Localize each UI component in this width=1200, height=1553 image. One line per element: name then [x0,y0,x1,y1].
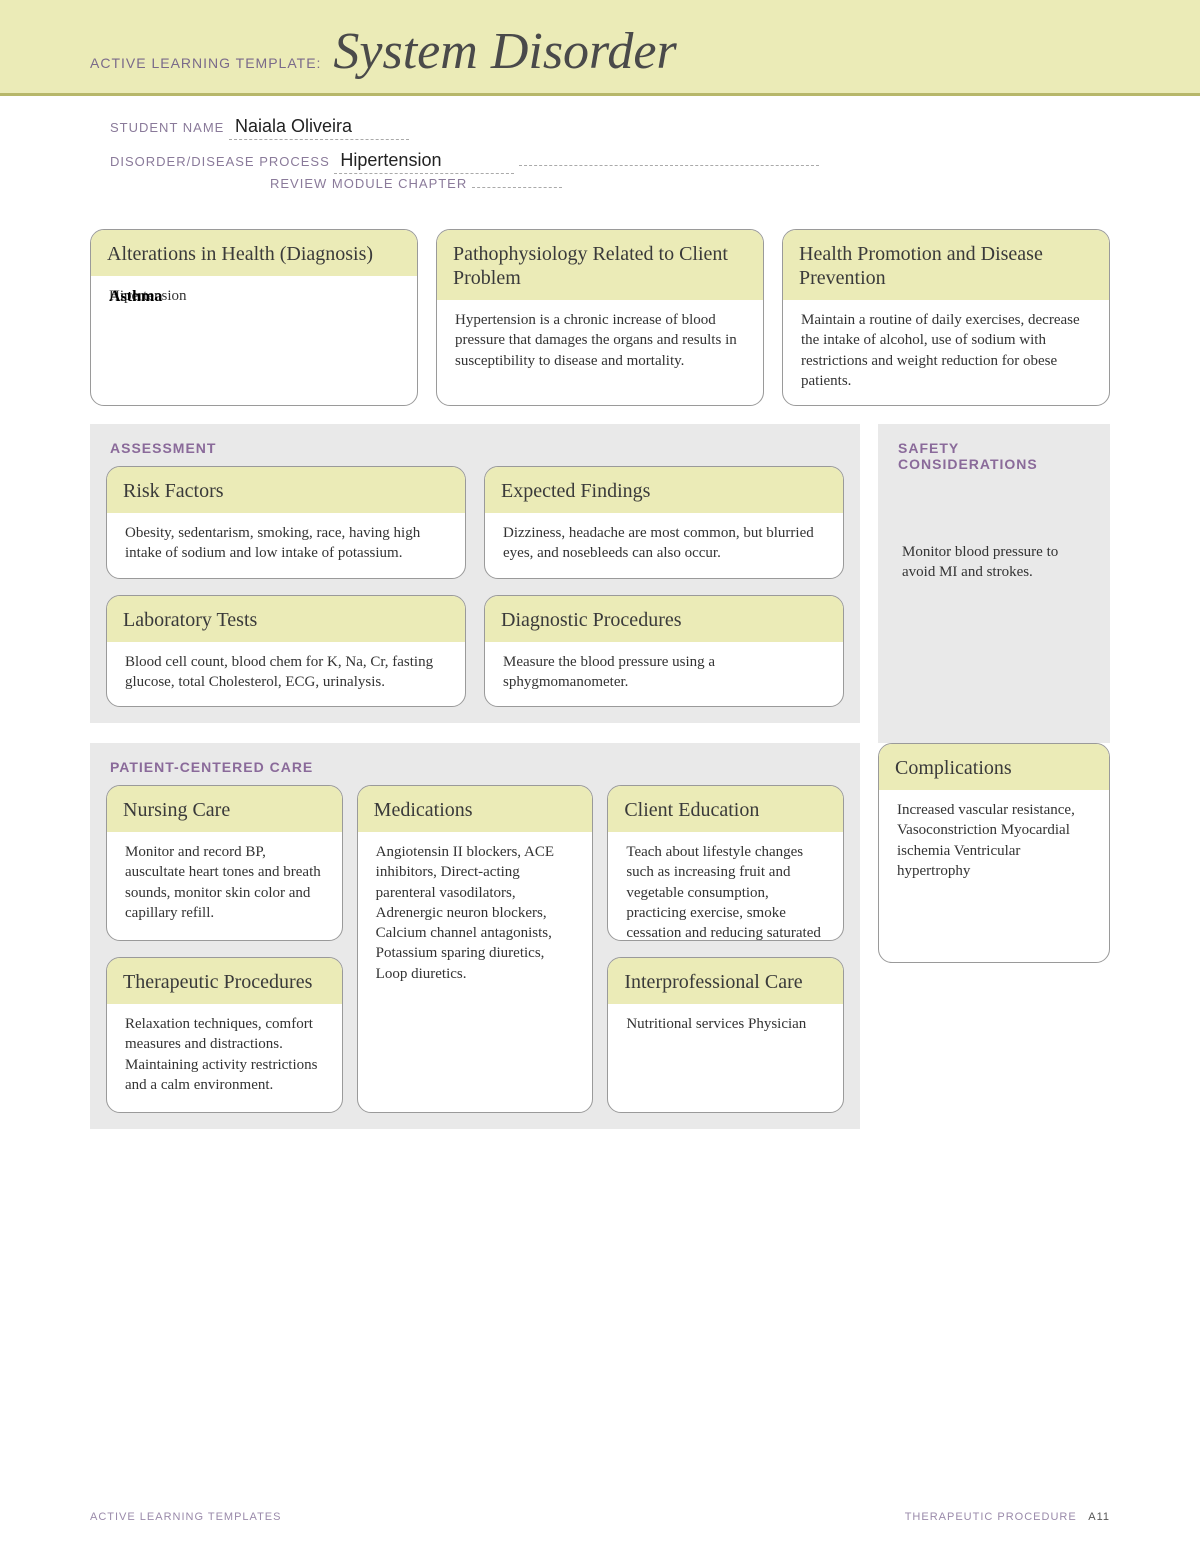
student-value: Naiala Oliveira [229,116,409,140]
safety-block: SAFETY CONSIDERATIONS Monitor blood pres… [878,424,1110,743]
complications-column: Complications Increased vascular resista… [878,743,1110,963]
card-body-nursing: Monitor and record BP, auscultate heart … [107,832,342,940]
card-client-education: Client Education Teach about lifestyle c… [607,785,844,941]
card-body-medications: Angiotensin II blockers, ACE inhibitors,… [358,832,593,1112]
pcc-left: PATIENT-CENTERED CARE Nursing Care Monit… [90,743,860,1149]
disorder-label: DISORDER/DISEASE PROCESS [110,154,330,169]
card-head-nursing: Nursing Care [107,786,342,832]
card-body-promo: Maintain a routine of daily exercises, d… [783,300,1109,405]
footer-right: THERAPEUTIC PROCEDURE A11 [905,1511,1110,1523]
card-complications: Complications Increased vascular resista… [878,743,1110,963]
card-head-findings: Expected Findings [485,467,843,513]
page: ACTIVE LEARNING TEMPLATE: System Disorde… [0,0,1200,1553]
card-head-diagproc: Diagnostic Procedures [485,596,843,642]
header-title: System Disorder [333,22,676,81]
header-band: ACTIVE LEARNING TEMPLATE: System Disorde… [0,0,1200,96]
card-head-labs: Laboratory Tests [107,596,465,642]
card-head-education: Client Education [608,786,843,832]
card-nursing-care: Nursing Care Monitor and record BP, ausc… [106,785,343,941]
pcc-label: PATIENT-CENTERED CARE [110,759,844,775]
card-pathophysiology: Pathophysiology Related to Client Proble… [436,229,764,406]
card-head-risk: Risk Factors [107,467,465,513]
card-lab-tests: Laboratory Tests Blood cell count, blood… [106,595,466,708]
pcc-row: PATIENT-CENTERED CARE Nursing Care Monit… [90,743,1110,1149]
meta-row-student: STUDENT NAME Naiala Oliveira [110,116,1110,140]
meta-section: STUDENT NAME Naiala Oliveira DISORDER/DI… [0,96,1200,211]
card-body-therapeutic: Relaxation techniques, comfort measures … [107,1004,342,1112]
pcc-col-1: Nursing Care Monitor and record BP, ausc… [106,785,343,1113]
pcc-col-3: Client Education Teach about lifestyle c… [607,785,844,1113]
safety-body: Monitor blood pressure to avoid MI and s… [894,482,1094,593]
content: Alterations in Health (Diagnosis) Hipert… [0,211,1200,1149]
assessment-grid: Risk Factors Obesity, sedentarism, smoki… [106,466,844,707]
review-label: REVIEW MODULE CHAPTER [270,176,467,191]
assessment-col-right: Expected Findings Dizziness, headache ar… [484,466,844,707]
assessment-block: ASSESSMENT Risk Factors Obesity, sedenta… [90,424,860,723]
footer-right-label: THERAPEUTIC PROCEDURE [905,1511,1077,1523]
header-prefix: ACTIVE LEARNING TEMPLATE: [90,55,321,71]
student-label: STUDENT NAME [110,120,224,135]
footer-page: A11 [1088,1511,1110,1523]
card-body-education: Teach about lifestyle changes such as in… [608,832,843,941]
footer-left: ACTIVE LEARNING TEMPLATES [90,1511,281,1523]
assessment-label: ASSESSMENT [110,440,844,456]
safety-column: SAFETY CONSIDERATIONS Monitor blood pres… [878,424,1110,743]
pcc-col-2: Medications Angiotensin II blockers, ACE… [357,785,594,1113]
disorder-value: Hipertension [334,150,514,174]
card-head-complications: Complications [879,744,1109,790]
card-head-medications: Medications [358,786,593,832]
card-diagnostic-procedures: Diagnostic Procedures Measure the blood … [484,595,844,708]
footer: ACTIVE LEARNING TEMPLATES THERAPEUTIC PR… [90,1511,1110,1523]
card-health-promotion: Health Promotion and Disease Prevention … [782,229,1110,406]
card-body-diagnosis: Hipertension Asthma [91,276,417,405]
card-head-patho: Pathophysiology Related to Client Proble… [437,230,763,300]
card-head-therapeutic: Therapeutic Procedures [107,958,342,1004]
pcc-grid: Nursing Care Monitor and record BP, ausc… [106,785,844,1113]
card-risk-factors: Risk Factors Obesity, sedentarism, smoki… [106,466,466,579]
pcc-block: PATIENT-CENTERED CARE Nursing Care Monit… [90,743,860,1129]
assessment-row: ASSESSMENT Risk Factors Obesity, sedenta… [90,424,1110,743]
card-head-diagnosis: Alterations in Health (Diagnosis) [91,230,417,276]
assessment-left: ASSESSMENT Risk Factors Obesity, sedenta… [90,424,860,743]
card-head-inter: Interprofessional Care [608,958,843,1004]
card-body-complications: Increased vascular resistance, Vasoconst… [879,790,1109,962]
card-medications: Medications Angiotensin II blockers, ACE… [357,785,594,1113]
card-body-patho: Hypertension is a chronic increase of bl… [437,300,763,405]
card-body-risk: Obesity, sedentarism, smoking, race, hav… [107,513,465,578]
card-body-diagproc: Measure the blood pressure using a sphyg… [485,642,843,707]
card-head-promo: Health Promotion and Disease Prevention [783,230,1109,300]
top-row: Alterations in Health (Diagnosis) Hipert… [90,229,1110,406]
card-body-labs: Blood cell count, blood chem for K, Na, … [107,642,465,707]
card-expected-findings: Expected Findings Dizziness, headache ar… [484,466,844,579]
diagnosis-overlay: Asthma [109,286,162,308]
card-therapeutic-procedures: Therapeutic Procedures Relaxation techni… [106,957,343,1113]
disorder-blank [519,152,819,166]
safety-label: SAFETY CONSIDERATIONS [898,440,1094,472]
meta-row-disorder: DISORDER/DISEASE PROCESS Hipertension RE… [110,150,1110,191]
card-diagnosis: Alterations in Health (Diagnosis) Hipert… [90,229,418,406]
card-body-findings: Dizziness, headache are most common, but… [485,513,843,578]
review-blank [472,174,562,188]
card-interprofessional-care: Interprofessional Care Nutritional servi… [607,957,844,1113]
assessment-col-left: Risk Factors Obesity, sedentarism, smoki… [106,466,466,707]
card-body-inter: Nutritional services Physician [608,1004,843,1112]
